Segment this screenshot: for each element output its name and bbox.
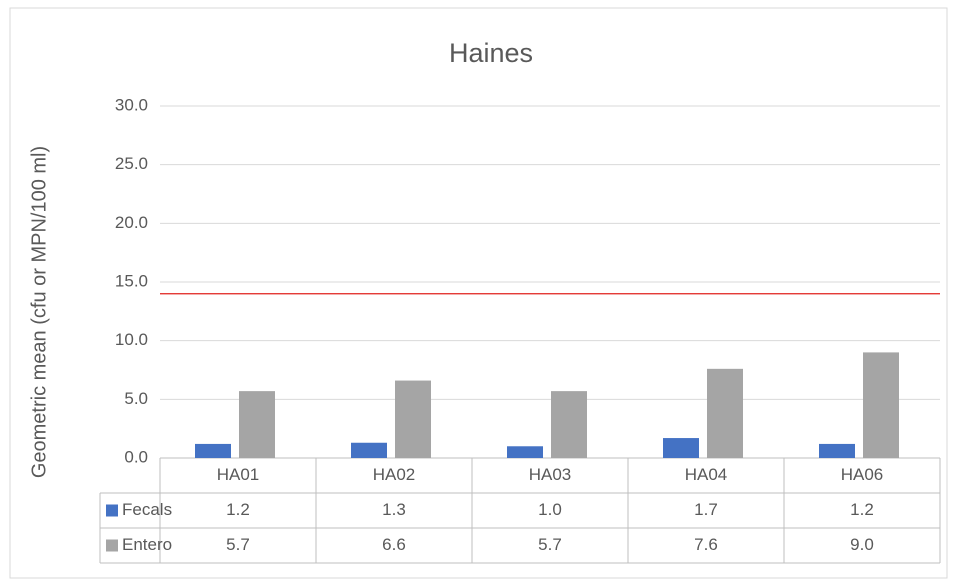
y-tick-label: 15.0 bbox=[115, 271, 148, 290]
legend-label: Entero bbox=[122, 535, 172, 554]
table-value: 9.0 bbox=[850, 535, 874, 554]
table-value: 1.7 bbox=[694, 500, 718, 519]
bar bbox=[663, 438, 699, 458]
table-value: 1.0 bbox=[538, 500, 562, 519]
table-value: 5.7 bbox=[226, 535, 250, 554]
table-value: 7.6 bbox=[694, 535, 718, 554]
legend-swatch bbox=[106, 539, 118, 552]
table-value: 1.2 bbox=[226, 500, 250, 519]
x-tick-label: HA04 bbox=[685, 465, 728, 484]
bar bbox=[239, 391, 275, 458]
bar bbox=[195, 443, 231, 458]
bar bbox=[863, 352, 899, 458]
x-tick-label: HA02 bbox=[373, 465, 416, 484]
bar bbox=[507, 446, 543, 458]
legend-swatch bbox=[106, 504, 118, 517]
y-axis-label: Geometric mean (cfu or MPN/100 ml) bbox=[28, 146, 50, 478]
table-value: 1.2 bbox=[850, 500, 874, 519]
legend-label: Fecals bbox=[122, 500, 172, 519]
y-tick-label: 5.0 bbox=[124, 389, 148, 408]
y-tick-label: 10.0 bbox=[115, 330, 148, 349]
bar bbox=[819, 443, 855, 458]
y-tick-label: 25.0 bbox=[115, 154, 148, 173]
x-tick-label: HA06 bbox=[841, 465, 884, 484]
table-value: 6.6 bbox=[382, 535, 406, 554]
table-value: 1.3 bbox=[382, 500, 406, 519]
x-tick-label: HA03 bbox=[529, 465, 572, 484]
bar bbox=[551, 391, 587, 458]
chart-title: Haines bbox=[449, 38, 533, 68]
x-tick-label: HA01 bbox=[217, 465, 260, 484]
table-value: 5.7 bbox=[538, 535, 562, 554]
y-tick-label: 30.0 bbox=[115, 95, 148, 114]
bar bbox=[351, 442, 387, 458]
bar bbox=[707, 368, 743, 458]
y-tick-label: 0.0 bbox=[124, 447, 148, 466]
bar bbox=[395, 380, 431, 458]
chart-border bbox=[9, 7, 948, 579]
y-tick-label: 20.0 bbox=[115, 213, 148, 232]
